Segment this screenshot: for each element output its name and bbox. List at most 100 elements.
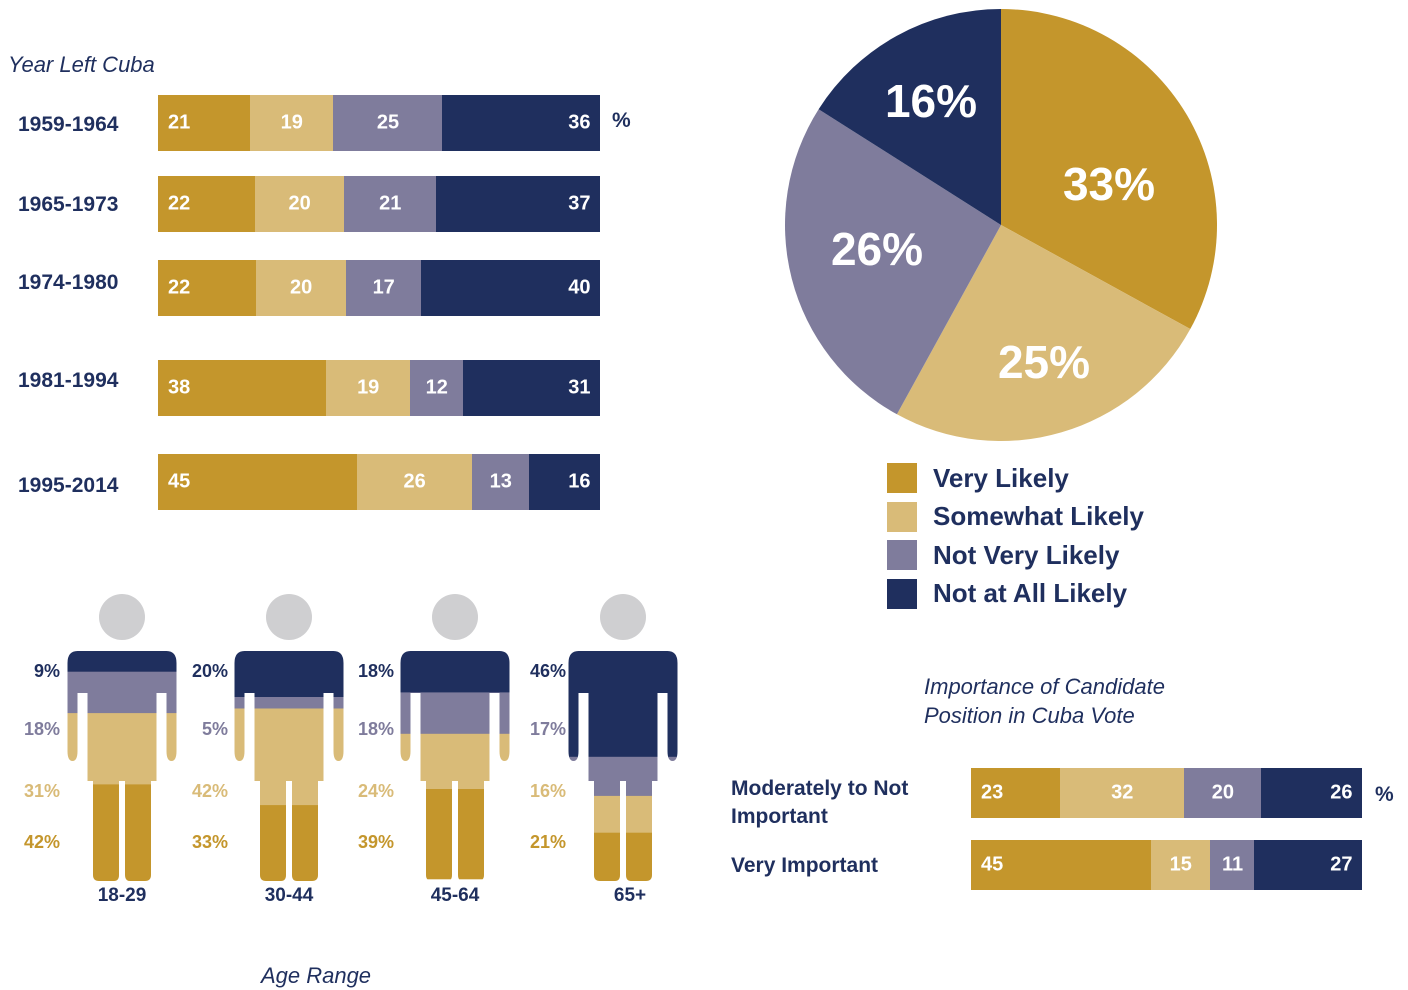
pie-value-label: 26% <box>831 223 923 275</box>
legend-swatch <box>887 501 917 532</box>
age-value-label: 42% <box>23 832 60 852</box>
year-value-label: 13 <box>489 470 512 493</box>
year-row-label: 1959-1964 <box>18 113 119 136</box>
age-range-label: 45-64 <box>430 885 480 906</box>
legend-item-not-at-all-likely: Not at All Likely <box>887 578 1128 609</box>
year-segment-very-likely: 21 <box>158 95 251 151</box>
year-segment-somewhat-likely: 20 <box>255 176 345 232</box>
legend-label: Very Likely <box>933 462 1069 493</box>
age-value-label: 39% <box>357 832 394 852</box>
year-segment-not-very-likely: 13 <box>471 454 530 510</box>
figure-segment-not-at-all-likely <box>234 651 344 698</box>
year-row-label: 1974-1980 <box>18 271 119 294</box>
year-segment-somewhat-likely: 26 <box>356 454 473 510</box>
importance-value-label: 11 <box>1221 853 1244 876</box>
age-value-label: 31% <box>23 781 60 801</box>
age-value-label: 21% <box>529 832 566 852</box>
figure-segment-very-likely <box>234 805 344 881</box>
legend-item-not-very-likely: Not Very Likely <box>887 540 1119 570</box>
year-bar: 21 19 25 36 <box>158 95 601 151</box>
year-value-label: 21 <box>379 192 402 215</box>
importance-row-label: Very Important <box>731 852 878 880</box>
legend-item-very-likely: Very Likely <box>887 463 1069 493</box>
year-segment-not-at-all-likely: 16 <box>529 454 601 510</box>
figure-segment-somewhat-likely <box>234 708 344 806</box>
importance-value-label: 27 <box>1330 853 1353 876</box>
year-value-label: 21 <box>168 111 191 134</box>
year-segment-not-at-all-likely: 31 <box>462 360 601 416</box>
age-range-label: 30-44 <box>264 885 314 906</box>
year-segment-somewhat-likely: 20 <box>256 260 346 316</box>
legend-swatch <box>887 578 917 609</box>
figure-segment-somewhat-likely <box>67 713 177 785</box>
age-figures <box>67 594 678 881</box>
person-figure <box>400 651 510 880</box>
importance-segment-somewhat-likely: 15 <box>1150 840 1211 890</box>
year-value-label: 22 <box>168 192 191 215</box>
importance-row-label: Moderately to Not Important <box>731 775 908 831</box>
pie-legend: Very Likely Somewhat Likely Not Very Likel… <box>887 463 1287 613</box>
year-segment-not-at-all-likely: 37 <box>436 176 601 232</box>
pie-slice-somewhat-likely <box>896 225 1191 441</box>
year-bar: 45 26 13 16 <box>158 454 601 510</box>
year-value-label: 38 <box>168 376 191 399</box>
figure-segment-very-likely <box>568 832 678 881</box>
figure-segment-somewhat-likely <box>400 733 510 790</box>
year-value-label: 20 <box>289 276 313 299</box>
year-value-label: 22 <box>168 276 191 299</box>
age-value-label: 9% <box>33 661 60 681</box>
age-range-label: 18-29 <box>97 885 147 906</box>
pie-value-label: 25% <box>998 336 1090 388</box>
year-segment-somewhat-likely: 19 <box>249 95 334 151</box>
year-chart-title: Year Left Cuba <box>8 52 155 77</box>
figure-segment-somewhat-likely <box>568 795 678 834</box>
importance-value-label: 23 <box>981 781 1004 804</box>
importance-value-label: 15 <box>1169 853 1192 876</box>
year-segment-somewhat-likely: 19 <box>325 360 411 416</box>
person-figure <box>568 651 678 881</box>
year-value-label: 17 <box>372 276 395 299</box>
year-bar: 22 20 21 37 <box>158 176 601 232</box>
importance-chart-title: Importance of Candidate Position in Cuba… <box>924 672 1165 730</box>
year-bar: 22 20 17 40 <box>158 260 601 316</box>
age-value-label: 17% <box>529 719 566 739</box>
person-head <box>99 594 145 640</box>
importance-row-label-line: Very Important <box>731 854 879 877</box>
pie-slice-very-likely <box>1001 9 1217 330</box>
age-value-label: 18% <box>23 719 60 739</box>
importance-segment-not-very-likely: 20 <box>1183 768 1262 818</box>
year-value-label: 19 <box>280 111 303 134</box>
age-value-label: 18% <box>357 719 394 739</box>
figure-segment-very-likely <box>67 784 177 881</box>
likelihood-pie-chart: 33% 25% 26% 16% <box>785 9 1217 441</box>
importance-value-label: 26 <box>1330 781 1353 804</box>
age-value-label: 20% <box>191 661 228 681</box>
importance-value-label: 32 <box>1111 781 1134 804</box>
legend-swatch <box>887 540 917 570</box>
age-value-label: 33% <box>191 832 228 852</box>
importance-segment-not-at-all-likely: 27 <box>1254 840 1363 890</box>
year-segment-very-likely: 22 <box>158 176 256 232</box>
importance-segment-very-likely: 23 <box>971 768 1061 818</box>
importance-row-label-line: Important <box>731 805 828 828</box>
year-row-label: 1981-1994 <box>18 369 119 392</box>
legend-label: Not at All Likely <box>933 578 1128 608</box>
age-value-label: 16% <box>529 781 566 801</box>
person-head <box>266 594 312 640</box>
legend-item-somewhat-likely: Somewhat Likely <box>887 501 1144 532</box>
year-row-label: 1995-2014 <box>18 474 119 497</box>
age-value-label: 24% <box>357 781 394 801</box>
year-segment-not-very-likely: 17 <box>345 260 422 316</box>
figure-segment-not-at-all-likely <box>400 651 510 693</box>
legend-label: Somewhat Likely <box>933 501 1144 531</box>
year-segment-not-very-likely: 12 <box>409 360 464 416</box>
figure-segment-very-likely <box>400 789 510 880</box>
pie-slice-not-very-likely <box>785 109 1001 415</box>
year-value-label: 26 <box>403 470 426 493</box>
person-figure <box>67 651 177 881</box>
age-value-label: 42% <box>191 781 228 801</box>
pie-value-label: 33% <box>1063 158 1155 210</box>
year-value-label: 36 <box>568 111 591 134</box>
importance-row-label-line: Moderately to Not <box>731 777 909 800</box>
importance-value-label: 20 <box>1211 781 1234 804</box>
